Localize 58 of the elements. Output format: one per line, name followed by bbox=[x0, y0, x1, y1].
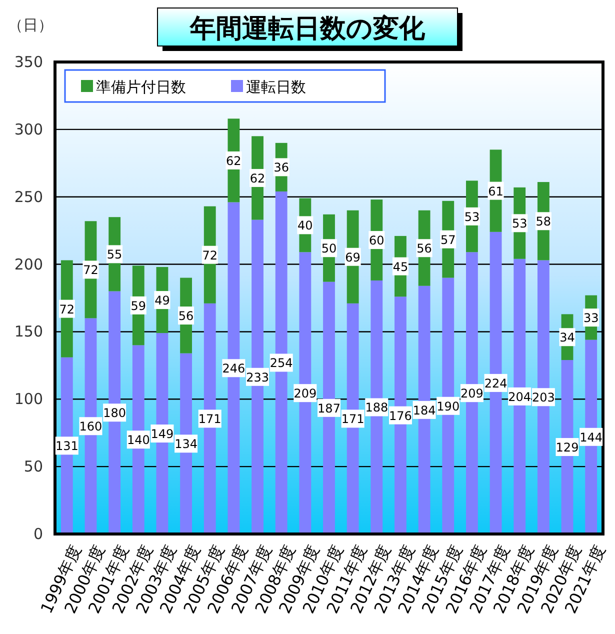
y-tick-label: 300 bbox=[14, 120, 43, 138]
data-label: 72 bbox=[202, 248, 218, 262]
data-label: 59 bbox=[130, 298, 146, 313]
data-label: 57 bbox=[440, 232, 456, 247]
data-label: 45 bbox=[392, 260, 408, 274]
y-tick-label: 50 bbox=[24, 458, 43, 476]
data-label: 204 bbox=[508, 390, 532, 404]
data-label: 233 bbox=[246, 370, 269, 384]
data-label: 209 bbox=[294, 386, 317, 401]
data-label: 53 bbox=[464, 210, 480, 224]
data-label: 188 bbox=[365, 400, 388, 415]
data-label: 72 bbox=[59, 302, 75, 316]
y-tick-label: 0 bbox=[33, 525, 43, 543]
y-tick-label: 250 bbox=[14, 188, 43, 206]
legend-label: 運転日数 bbox=[246, 78, 306, 96]
data-label: 203 bbox=[532, 390, 555, 405]
data-label: 254 bbox=[270, 356, 293, 370]
data-label: 50 bbox=[321, 242, 337, 256]
data-label: 184 bbox=[412, 403, 436, 418]
data-label: 129 bbox=[556, 440, 579, 455]
data-label: 61 bbox=[488, 184, 504, 198]
data-label: 190 bbox=[436, 399, 460, 414]
data-label: 55 bbox=[106, 248, 122, 262]
data-label: 53 bbox=[512, 216, 528, 231]
data-label: 209 bbox=[460, 386, 484, 401]
data-label: 144 bbox=[580, 430, 603, 444]
data-label: 180 bbox=[103, 406, 126, 420]
data-label: 36 bbox=[274, 160, 289, 175]
y-axis-title: （日） bbox=[8, 16, 53, 34]
data-label: 224 bbox=[484, 376, 508, 390]
data-label: 40 bbox=[298, 218, 313, 233]
y-tick-label: 200 bbox=[14, 255, 43, 274]
data-label: 246 bbox=[222, 362, 246, 376]
data-label: 33 bbox=[583, 311, 599, 326]
data-label: 56 bbox=[416, 242, 432, 256]
data-label: 140 bbox=[126, 433, 150, 448]
data-label: 62 bbox=[250, 171, 266, 186]
data-label: 49 bbox=[154, 294, 170, 308]
y-tick-label: 100 bbox=[14, 390, 43, 408]
chart-title: 年間運転日数の変化 bbox=[189, 14, 426, 44]
data-label: 171 bbox=[198, 412, 222, 426]
data-label: 34 bbox=[560, 330, 575, 345]
y-tick-label: 150 bbox=[14, 322, 43, 341]
data-label: 56 bbox=[178, 309, 194, 324]
data-label: 131 bbox=[55, 439, 78, 454]
data-label: 72 bbox=[83, 263, 98, 278]
data-label: 62 bbox=[226, 154, 242, 168]
data-label: 171 bbox=[341, 412, 364, 426]
data-label: 187 bbox=[318, 401, 340, 416]
y-tick-label: 350 bbox=[14, 53, 43, 71]
data-label: 176 bbox=[389, 408, 412, 423]
data-label: 134 bbox=[174, 437, 198, 452]
data-label: 160 bbox=[79, 420, 102, 434]
data-label: 69 bbox=[345, 250, 360, 264]
data-label: 149 bbox=[150, 427, 174, 442]
data-label: 58 bbox=[536, 214, 552, 229]
legend-label: 準備片付日数 bbox=[96, 78, 186, 96]
data-label: 60 bbox=[369, 234, 384, 248]
